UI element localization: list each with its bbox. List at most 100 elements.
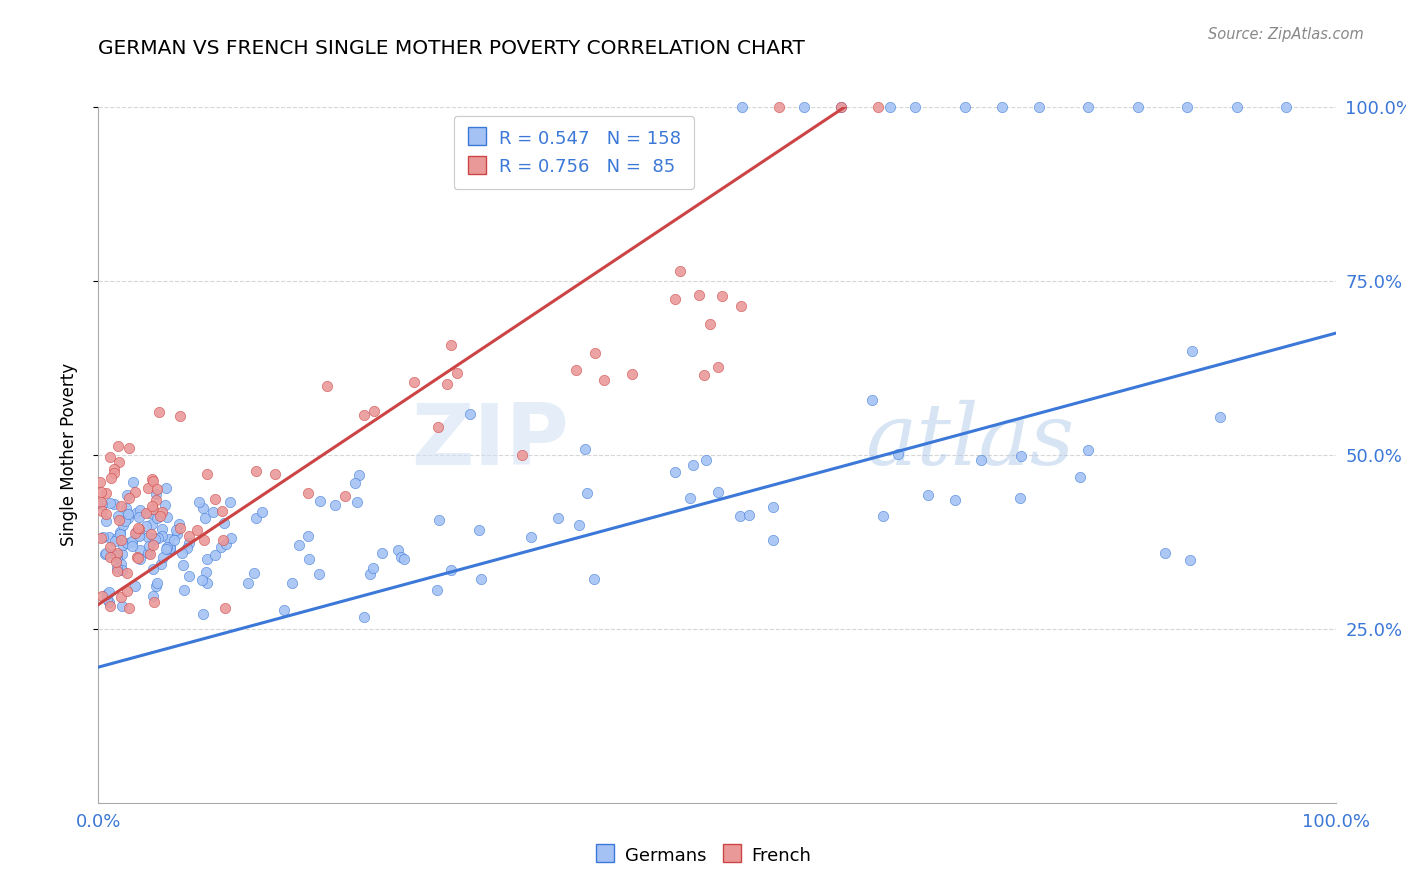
Point [762,533,785,548]
Point [308,566,330,581]
Point [1077,442,1099,457]
Point [173,582,195,597]
Point [115,583,138,598]
Point [353,610,375,624]
Point [886,447,908,461]
Point [145,532,167,546]
Point [98,496,121,510]
Point [91,530,114,544]
Point [108,527,131,541]
Point [392,552,415,566]
Point [111,564,134,578]
Point [879,100,901,114]
Point [288,538,311,552]
Point [370,546,392,560]
Point [593,373,616,387]
Point [761,500,783,514]
Point [100,471,122,485]
Point [153,498,176,512]
Point [668,264,690,278]
Point [128,529,150,543]
Point [105,548,128,562]
Point [793,100,815,114]
Point [682,458,704,472]
Point [159,542,181,557]
Point [121,533,143,548]
Point [90,531,112,545]
Point [218,494,240,508]
Point [156,540,179,554]
Point [145,492,167,507]
Point [236,576,259,591]
Point [111,547,134,561]
Point [146,482,169,496]
Text: atlas: atlas [866,400,1074,483]
Point [122,475,145,489]
Point [117,507,139,521]
Point [166,527,188,541]
Point [315,378,337,392]
Point [142,538,165,552]
Point [426,582,449,597]
Point [145,486,167,500]
Point [440,563,463,577]
Point [1069,470,1091,484]
Point [98,549,121,564]
Point [872,508,894,523]
Point [711,288,734,302]
Point [136,530,159,544]
Point [468,523,491,537]
Point [118,441,141,455]
Point [136,546,159,560]
Point [547,510,569,524]
Point [96,514,118,528]
Point [128,552,150,566]
Point [707,484,730,499]
Point [943,492,966,507]
Point [142,589,165,603]
Point [953,100,976,114]
Point [127,521,149,535]
Point [664,292,686,306]
Point [121,539,143,553]
Point [214,601,236,615]
Point [111,599,134,613]
Point [94,546,117,560]
Point [970,452,993,467]
Point [105,561,128,575]
Point [125,524,148,539]
Point [212,533,235,548]
Point [146,531,169,545]
Point [564,363,586,377]
Point [155,542,177,557]
Point [107,508,129,523]
Point [323,498,346,512]
Point [167,516,190,531]
Point [1226,100,1249,114]
Point [575,486,598,500]
Point [195,467,218,482]
Point [195,576,218,591]
Point [103,547,125,561]
Point [1275,100,1298,114]
Point [1010,449,1032,463]
Point [177,569,200,583]
Point [699,317,721,331]
Point [156,541,179,555]
Legend: Germans, French: Germans, French [585,837,821,874]
Point [194,565,217,579]
Point [105,550,128,565]
Point [150,523,173,537]
Point [679,491,702,505]
Point [159,541,181,555]
Point [90,497,112,511]
Point [146,576,169,591]
Point [156,509,179,524]
Point [103,467,125,481]
Point [90,504,112,518]
Point [252,505,274,519]
Point [193,533,215,548]
Point [108,525,131,540]
Point [219,531,242,545]
Point [347,468,370,483]
